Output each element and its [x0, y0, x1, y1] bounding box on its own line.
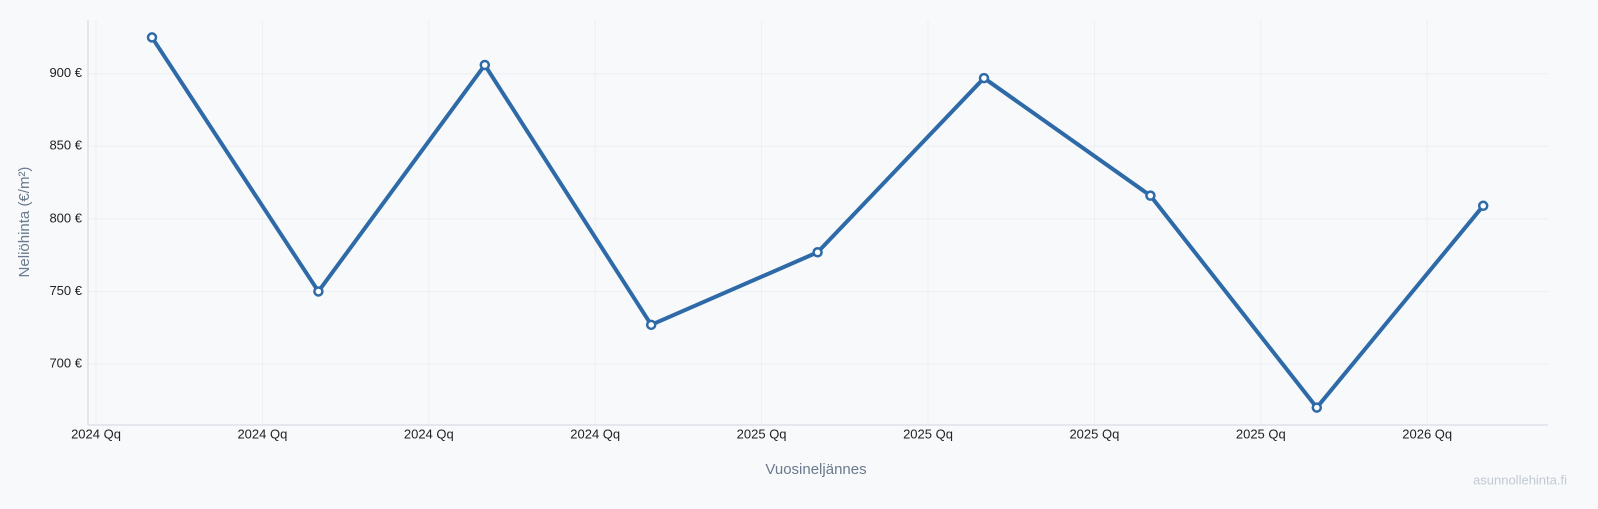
point	[479, 59, 491, 71]
y-tick-label: 900 €	[49, 65, 82, 80]
point	[978, 72, 990, 84]
y-tick-label: 700 €	[49, 355, 82, 370]
point	[146, 32, 158, 43]
point	[1311, 402, 1323, 413]
x-tick-label: 2024 Qq	[237, 426, 287, 441]
point	[313, 286, 324, 297]
point	[1145, 190, 1156, 201]
x-axis-label: Vuosineljännes	[765, 461, 866, 478]
x-tick-label: 2025 Qq	[1236, 426, 1286, 441]
x-tick-label: 2025 Qq	[1069, 426, 1119, 441]
x-tick-label: 2024 Qq	[570, 426, 620, 441]
point	[645, 319, 657, 331]
x-tick-label: 2024 Qq	[404, 426, 454, 441]
y-tick-label: 750 €	[49, 283, 82, 298]
y-tick-label: 800 €	[49, 210, 82, 225]
x-tick-label: 2024 Qq	[71, 426, 121, 441]
y-axis-label: Neliöhinta (€/m²)	[16, 167, 33, 278]
x-tick-label: 2025 Qq	[903, 426, 953, 441]
x-tick-label: 2025 Qq	[737, 426, 787, 441]
point	[812, 247, 823, 258]
watermark: asunnollehinta.fi	[1473, 472, 1567, 487]
x-tick-label: 2026 Qq	[1402, 426, 1452, 441]
y-tick-label: 850 €	[49, 138, 82, 153]
point	[1477, 200, 1489, 212]
